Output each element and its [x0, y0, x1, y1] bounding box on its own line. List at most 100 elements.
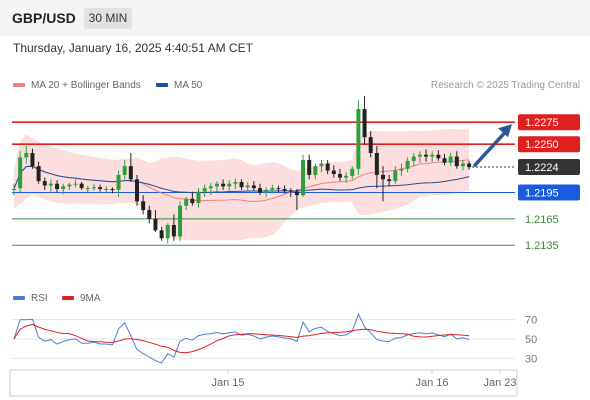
candle-body: [110, 189, 115, 190]
level-label-1.2250: 1.2250: [525, 139, 559, 151]
candle-body: [325, 163, 330, 171]
level-badge-1.2275: [518, 114, 580, 131]
candle-body: [233, 181, 238, 184]
candle-body: [350, 168, 355, 176]
current-price-label: 1.2224: [525, 162, 559, 174]
credit-text: Research © 2025 Trading Central: [430, 80, 580, 91]
timestamp: Thursday, January 16, 2025 4:40:51 AM CE…: [13, 41, 253, 55]
candle-body: [362, 109, 367, 138]
candle-body: [147, 210, 152, 219]
candle-body: [245, 185, 250, 188]
rsi-tick-30: 30: [525, 353, 537, 365]
candle-body: [270, 188, 275, 190]
candle-body: [301, 160, 306, 196]
candle-body: [128, 166, 133, 180]
candle-body: [221, 183, 226, 187]
scenario-arrow-shaft: [473, 127, 510, 167]
x-axis: Jan 15 Jan 16 Jan 23: [9, 369, 518, 397]
candle-body: [116, 174, 121, 190]
candle-body: [165, 225, 170, 239]
candle-body: [356, 109, 361, 169]
legend-ma50: MA 50: [156, 80, 202, 91]
candle-body: [135, 179, 139, 202]
candle-body: [42, 181, 47, 186]
scenario-arrow-head: [498, 124, 512, 138]
chart-extras: 1.2224: [472, 124, 580, 176]
legend-swatch-9ma: [62, 296, 74, 301]
candle-body: [202, 188, 207, 192]
candle-body: [387, 179, 392, 182]
candle-body: [337, 174, 342, 178]
level-label-1.2135: 1.2135: [525, 240, 559, 252]
legend-label-ma50: MA 50: [174, 80, 203, 91]
candle-body: [24, 152, 29, 158]
legend-swatch-ma50: [156, 83, 168, 88]
candle-body: [344, 175, 349, 178]
candle-body: [85, 188, 90, 190]
candle-body: [288, 190, 293, 192]
candle-body: [374, 152, 379, 175]
legend-swatch-rsi: [13, 296, 25, 301]
candle-body: [381, 174, 385, 180]
candle-body: [436, 154, 441, 159]
candle-body: [313, 166, 318, 175]
candle-body: [442, 158, 447, 163]
timeframe-badge[interactable]: 30 MIN: [84, 8, 132, 29]
rsi-line: [13, 312, 470, 364]
price-levels: 1.2275 1.2250 1.2195 1.2165 1.2135: [12, 114, 580, 252]
rsi-tick-50: 50: [525, 334, 537, 346]
candle-body: [307, 160, 312, 175]
candle-body: [393, 170, 398, 182]
candle-body: [282, 189, 287, 191]
candle-body: [251, 185, 256, 189]
candle-body: [239, 181, 244, 188]
level-label-1.2195: 1.2195: [525, 188, 559, 200]
x-tick-label: Jan 16: [415, 377, 448, 389]
rsi-9ma-line: [13, 323, 470, 354]
level-badge-1.2195: [518, 184, 580, 201]
candle-body: [48, 183, 53, 186]
candle-body: [61, 186, 66, 189]
candle-body: [18, 157, 23, 189]
candle-body: [276, 188, 281, 190]
x-tick-label: Jan 23: [483, 377, 516, 389]
candle-body: [12, 189, 16, 190]
candle-body: [153, 218, 158, 231]
candle-body: [104, 189, 109, 190]
candle-body: [319, 163, 324, 167]
rsi-panel: 70 50 30: [12, 312, 537, 365]
candle-body: [448, 156, 453, 163]
candle-body: [258, 188, 262, 193]
candle-body: [184, 198, 189, 206]
candle-body: [159, 230, 164, 239]
candle-body: [30, 152, 35, 167]
candle-body: [171, 225, 176, 237]
rsi-tick-70: 70: [525, 315, 537, 327]
candle-body: [178, 205, 183, 237]
legend-label-ma20: MA 20 + Bollinger Bands: [31, 80, 141, 91]
candle-body: [122, 166, 127, 175]
symbol-label: GBP/USD: [12, 10, 76, 26]
legend-9ma: 9MA: [62, 293, 101, 304]
legend-swatch-ma20: [13, 83, 25, 88]
candle-body: [227, 183, 232, 187]
chart-header: GBP/USD 30 MIN: [0, 0, 590, 36]
legend-label-9ma: 9MA: [80, 293, 101, 304]
candle-body: [55, 183, 60, 189]
current-price-badge: [518, 159, 580, 176]
candle-body: [196, 191, 201, 204]
candle-body: [190, 198, 195, 204]
candle-body: [454, 156, 459, 167]
candle-body: [405, 160, 410, 169]
candle-body: [141, 201, 146, 211]
legend-label-rsi: RSI: [31, 293, 48, 304]
candle-body: [36, 166, 41, 182]
candle-body: [417, 154, 422, 157]
candlesticks: [12, 95, 472, 244]
candle-body: [91, 187, 96, 189]
candle-body: [331, 170, 336, 175]
candle-body: [460, 163, 465, 167]
candle-body: [368, 137, 373, 153]
legend-ma20: MA 20 + Bollinger Bands: [13, 80, 141, 91]
